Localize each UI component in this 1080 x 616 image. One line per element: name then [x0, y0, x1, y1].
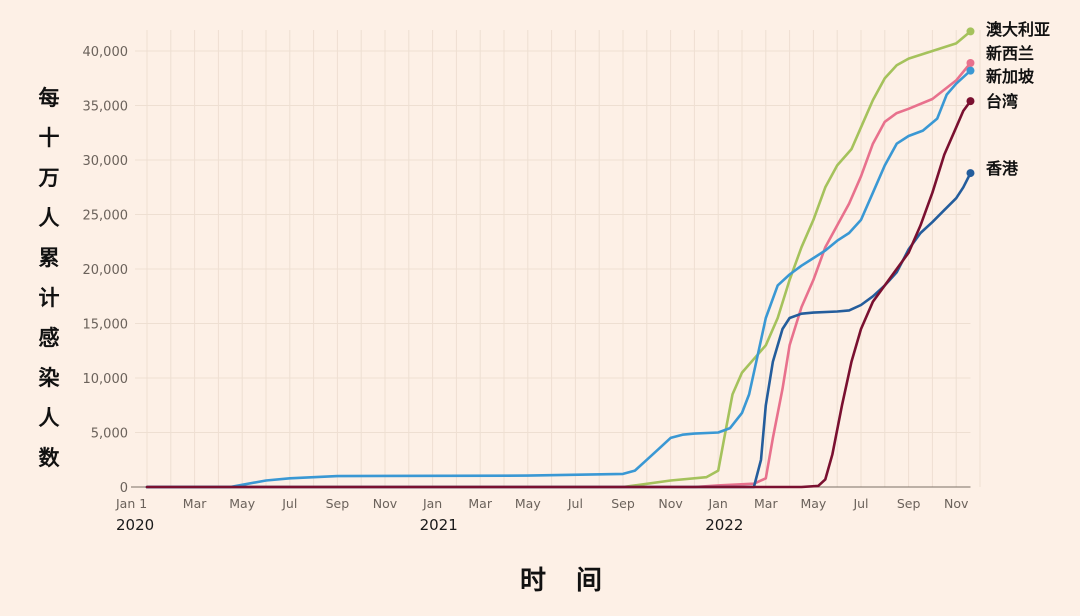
- x-year-label: 2022: [705, 516, 743, 534]
- x-tick-label: Mar: [468, 496, 492, 511]
- series-line: [145, 30, 972, 489]
- x-tick-label: Sep: [611, 496, 635, 511]
- series-end-dot: [966, 58, 975, 67]
- x-tick-label: Jul: [567, 496, 583, 511]
- y-axis-title-char: 累: [38, 246, 60, 270]
- series-label: 新加坡: [986, 67, 1035, 86]
- x-tick-label: Jan 1: [115, 496, 147, 511]
- x-tick-label: Mar: [183, 496, 207, 511]
- x-axis-ticks: Jan 1 Mar May Jul Sep Nov Jan Mar May Jul Sep Nov Ja…: [115, 496, 969, 534]
- y-axis-title-char: 万: [38, 166, 60, 190]
- series-end-dot: [966, 27, 975, 36]
- x-tick-label: Sep: [326, 496, 350, 511]
- y-axis-title-char: 十: [38, 126, 60, 150]
- x-tick-label: Jan: [422, 496, 442, 511]
- y-axis-ticks: 0 5,000 10,000 15,000 20,000 25,000 30,000 35,0…: [83, 45, 129, 496]
- y-axis-title-char: 人: [38, 206, 60, 230]
- y-axis-title-char: 每: [38, 86, 60, 110]
- y-axis-title-char: 数: [38, 446, 60, 470]
- series-end-dot: [966, 97, 975, 106]
- y-tick-label: 20,000: [83, 263, 129, 278]
- x-tick-label: Sep: [897, 496, 921, 511]
- series-label: 香港: [985, 159, 1019, 178]
- y-axis-title: 每 十 万 人 累 计 感 染 人 数: [34, 78, 64, 478]
- y-tick-label: 40,000: [83, 45, 129, 60]
- x-tick-label: Jul: [281, 496, 297, 511]
- y-tick-label: 15,000: [83, 318, 129, 333]
- y-tick-label: 5,000: [91, 427, 128, 442]
- x-tick-label: Jan: [708, 496, 728, 511]
- x-tick-label: Nov: [944, 496, 969, 511]
- x-tick-label: Jul: [852, 496, 868, 511]
- series-label: 澳大利亚: [986, 20, 1050, 39]
- y-axis-title-char: 计: [38, 286, 60, 310]
- x-year-label: 2021: [420, 516, 458, 534]
- x-tick-label: May: [515, 496, 541, 511]
- x-tick-label: May: [229, 496, 255, 511]
- series-end-dot: [966, 169, 975, 178]
- x-tick-label: May: [800, 496, 826, 511]
- x-year-label: 2020: [116, 516, 154, 534]
- x-tick-label: Nov: [373, 496, 398, 511]
- y-axis-title-char: 染: [38, 366, 60, 390]
- y-axis-title-char: 感: [38, 326, 60, 350]
- series-line: [145, 69, 972, 489]
- y-tick-label: 0: [120, 481, 128, 496]
- x-tick-label: Nov: [658, 496, 683, 511]
- x-tick-label: Mar: [754, 496, 778, 511]
- x-axis-title: 时间: [520, 566, 633, 596]
- y-tick-label: 10,000: [83, 372, 129, 387]
- series-label: 台湾: [986, 92, 1018, 111]
- series-lines: [145, 27, 975, 489]
- series-end-dot: [966, 66, 975, 75]
- series-line: [145, 61, 972, 489]
- series-line: [145, 171, 972, 489]
- y-tick-label: 35,000: [83, 100, 129, 115]
- series-label: 新西兰: [986, 44, 1034, 63]
- y-tick-label: 25,000: [83, 209, 129, 224]
- y-axis-title-char: 人: [38, 406, 60, 430]
- grid-lines: [131, 30, 981, 488]
- y-tick-label: 30,000: [83, 154, 129, 169]
- series-line: [145, 99, 972, 489]
